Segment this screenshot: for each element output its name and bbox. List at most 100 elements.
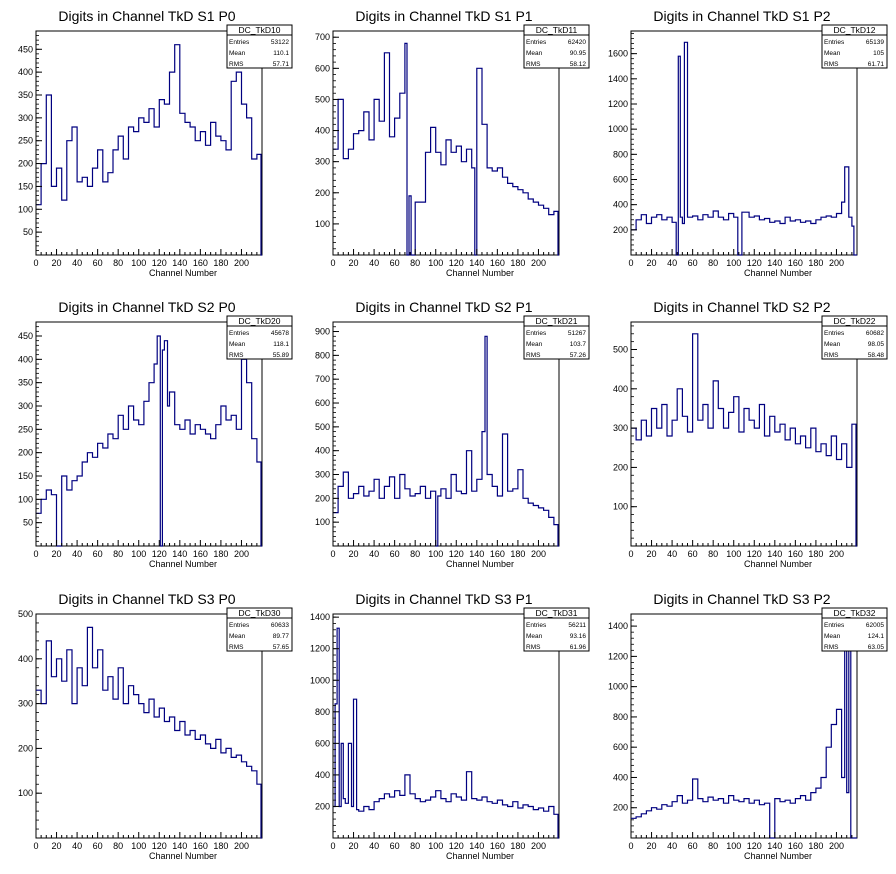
x-tick-label: 120 [747,258,762,268]
stats-box: DC_TkD32 Entries 62005 Mean 124.1 RMS 63.05 [821,607,888,652]
y-tick-label: 1400 [608,621,628,631]
y-tick-label: 450 [18,44,33,54]
x-tick-label: 100 [726,549,741,559]
x-tick-label: 40 [72,841,82,851]
x-axis-label: Channel Number [149,559,217,569]
y-tick-label: 200 [18,159,33,169]
y-tick-label: 300 [18,401,33,411]
y-tick-label: 450 [18,331,33,341]
stats-value: 63.05 [868,644,885,651]
stats-key: Entries [229,39,250,46]
y-tick-label: 300 [613,423,628,433]
stats-value: 65139 [866,39,884,46]
series-line [631,41,857,256]
y-tick-label: 400 [315,126,330,136]
y-tick-label: 1400 [310,612,330,622]
stats-key: RMS [824,644,839,651]
chart-title: Digits in Channel TkD S2 P1 [355,299,532,315]
x-tick-label: 20 [349,841,359,851]
x-tick-label: 0 [33,549,38,559]
x-tick-label: 40 [72,549,82,559]
x-tick-label: 120 [747,841,762,851]
stats-name: DC_TkD11 [536,25,578,35]
y-tick-label: 400 [613,200,628,210]
y-tick-label: 350 [18,378,33,388]
x-tick-label: 0 [330,258,335,268]
series-line [36,44,262,256]
x-tick-label: 100 [428,258,443,268]
stats-key: Entries [824,39,845,46]
stats-key: Mean [229,341,246,348]
series-line [333,335,559,547]
x-tick-label: 140 [767,841,782,851]
x-tick-label: 100 [726,258,741,268]
y-tick-label: 100 [18,788,33,798]
x-tick-label: 120 [152,549,167,559]
series-line [333,42,559,256]
x-tick-label: 200 [234,549,249,559]
stats-value: 57.26 [570,352,587,359]
y-tick-label: 800 [613,712,628,722]
stats-value: 124.1 [868,633,885,640]
stats-key: RMS [526,644,541,651]
stats-key: RMS [824,61,839,68]
stats-key: Entries [526,330,547,337]
x-axis-label: Channel Number [744,268,812,278]
stats-value: 58.12 [570,61,587,68]
x-tick-label: 20 [349,258,359,268]
stats-value: 98.05 [868,341,885,348]
y-tick-label: 400 [18,354,33,364]
x-tick-label: 40 [72,258,82,268]
stats-value: 45678 [271,330,289,337]
y-tick-label: 700 [315,32,330,42]
x-tick-label: 200 [829,841,844,851]
x-tick-label: 40 [667,258,677,268]
y-tick-label: 200 [613,462,628,472]
x-tick-label: 200 [829,258,844,268]
x-axis-label: Channel Number [744,851,812,861]
y-tick-label: 800 [613,149,628,159]
x-tick-label: 40 [667,549,677,559]
y-tick-label: 200 [18,448,33,458]
y-tick-label: 1000 [310,675,330,685]
chart-title: Digits in Channel TkD S2 P2 [653,299,830,315]
stats-key: Mean [526,633,543,640]
y-tick-label: 300 [315,157,330,167]
x-tick-label: 140 [172,549,187,559]
x-tick-label: 0 [33,258,38,268]
x-tick-label: 100 [726,841,741,851]
x-tick-label: 160 [193,258,208,268]
chart-panel-6: Digits in Channel TkD S2 P2 0 20 40 60 80 100 1… [613,299,888,569]
stats-box: DC_TkD30 Entries 60633 Mean 89.77 RMS 57.65 [226,607,293,652]
x-tick-label: 20 [52,258,62,268]
x-axis-label: Channel Number [446,851,514,861]
y-tick-label: 500 [613,345,628,355]
stats-name: DC_TkD12 [833,25,875,35]
x-tick-label: 180 [213,841,228,851]
y-tick-label: 400 [613,384,628,394]
stats-box-frame [523,607,590,652]
stats-key: Entries [824,622,845,629]
chart-title: Digits in Channel TkD S1 P2 [653,8,830,24]
x-tick-label: 100 [131,258,146,268]
stats-box: DC_TkD12 Entries 65139 Mean 105 RMS 61.71 [821,24,888,69]
x-tick-label: 60 [688,258,698,268]
x-tick-label: 60 [390,549,400,559]
chart-title: Digits in Channel TkD S1 P1 [355,8,532,24]
x-tick-label: 140 [767,258,782,268]
stats-value: 57.65 [273,644,290,651]
x-tick-label: 180 [808,841,823,851]
stats-key: Entries [824,330,845,337]
x-tick-label: 80 [708,549,718,559]
x-tick-label: 120 [152,841,167,851]
stats-key: Mean [526,50,543,57]
stats-value: 110.1 [273,50,289,57]
y-tick-label: 250 [18,424,33,434]
x-tick-label: 160 [193,549,208,559]
x-tick-label: 60 [688,549,698,559]
x-axis-label: Channel Number [446,559,514,569]
x-tick-label: 160 [788,549,803,559]
x-axis-label: Channel Number [149,851,217,861]
y-tick-label: 500 [315,422,330,432]
